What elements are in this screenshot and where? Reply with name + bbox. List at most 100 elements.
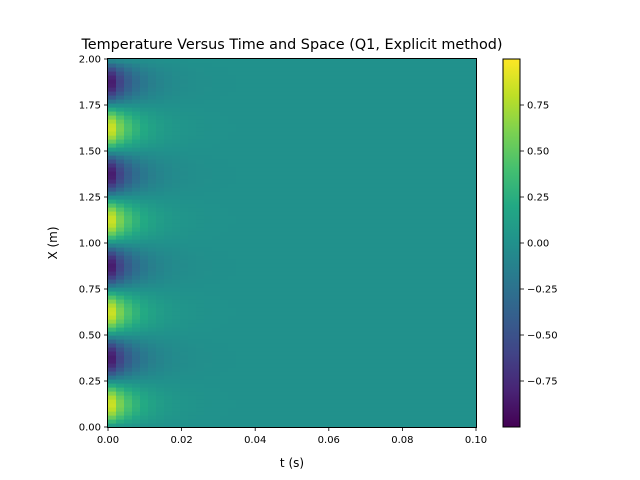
heatmap-cell	[108, 423, 117, 428]
heatmap-cell	[356, 275, 365, 280]
heatmap-cell	[420, 91, 429, 96]
heatmap-cell	[404, 279, 413, 284]
heatmap-cell	[132, 243, 141, 248]
heatmap-cell	[188, 403, 197, 408]
heatmap-cell	[468, 87, 477, 92]
heatmap-cell	[220, 407, 229, 412]
heatmap-cell	[404, 295, 413, 300]
heatmap-cell	[268, 199, 277, 204]
heatmap-cell	[420, 419, 429, 424]
heatmap-cell	[380, 127, 389, 132]
heatmap-cell	[316, 375, 325, 380]
heatmap-cell	[260, 403, 269, 408]
heatmap-cell	[108, 287, 117, 292]
heatmap-cell	[260, 295, 269, 300]
heatmap-cell	[340, 235, 349, 240]
heatmap-cell	[340, 395, 349, 400]
heatmap-cell	[420, 195, 429, 200]
heatmap-cell	[412, 63, 421, 68]
heatmap-cell	[252, 63, 261, 68]
heatmap-cell	[228, 223, 237, 228]
heatmap-cell	[284, 103, 293, 108]
heatmap-cell	[380, 163, 389, 168]
heatmap-cell	[284, 147, 293, 152]
heatmap-cell	[468, 159, 477, 164]
heatmap-cell	[364, 291, 373, 296]
heatmap-cell	[284, 175, 293, 180]
heatmap-cell	[436, 383, 445, 388]
heatmap-cell	[428, 335, 437, 340]
heatmap-cell	[132, 103, 141, 108]
heatmap-cell	[148, 327, 157, 332]
heatmap-cell	[196, 399, 205, 404]
heatmap-cell	[412, 99, 421, 104]
heatmap-cell	[388, 207, 397, 212]
heatmap-cell	[316, 159, 325, 164]
heatmap-cell	[228, 107, 237, 112]
heatmap-cell	[316, 71, 325, 76]
heatmap-cell	[412, 199, 421, 204]
heatmap-cell	[220, 391, 229, 396]
heatmap-cell	[284, 407, 293, 412]
heatmap-cell	[372, 291, 381, 296]
heatmap-cell	[380, 371, 389, 376]
heatmap-cell	[380, 203, 389, 208]
heatmap-cell	[380, 211, 389, 216]
x-tick-label: 0.08	[391, 435, 413, 446]
heatmap-cell	[252, 211, 261, 216]
heatmap-cell	[372, 307, 381, 312]
heatmap-cell	[428, 107, 437, 112]
heatmap-cell	[428, 231, 437, 236]
heatmap-cell	[276, 275, 285, 280]
heatmap-cell	[340, 371, 349, 376]
heatmap-cell	[308, 335, 317, 340]
heatmap-cell	[324, 103, 333, 108]
heatmap-cell	[132, 107, 141, 112]
heatmap-cell	[140, 323, 149, 328]
heatmap-cell	[380, 63, 389, 68]
heatmap-cell	[252, 407, 261, 412]
heatmap-cell	[172, 399, 181, 404]
heatmap-cell	[340, 323, 349, 328]
heatmap-cell	[284, 79, 293, 84]
heatmap-cell	[236, 155, 245, 160]
heatmap-cell	[340, 127, 349, 132]
heatmap-cell	[148, 303, 157, 308]
heatmap-cell	[180, 163, 189, 168]
heatmap-cell	[372, 87, 381, 92]
heatmap-cell	[308, 407, 317, 412]
heatmap-cell	[284, 75, 293, 80]
heatmap-cell	[196, 179, 205, 184]
heatmap-cell	[228, 115, 237, 120]
heatmap-cell	[356, 63, 365, 68]
heatmap-cell	[180, 295, 189, 300]
heatmap-cell	[124, 315, 133, 320]
heatmap-cell	[124, 215, 133, 220]
heatmap-cell	[372, 331, 381, 336]
heatmap-cell	[180, 259, 189, 264]
heatmap-cell	[180, 79, 189, 84]
heatmap-cell	[388, 75, 397, 80]
heatmap-cell	[436, 91, 445, 96]
heatmap-cell	[332, 387, 341, 392]
heatmap-cell	[204, 295, 213, 300]
heatmap-cell	[108, 291, 117, 296]
heatmap-cell	[140, 215, 149, 220]
heatmap-cell	[324, 295, 333, 300]
heatmap-cell	[180, 323, 189, 328]
heatmap-cell	[212, 399, 221, 404]
heatmap-cell	[260, 383, 269, 388]
heatmap-cell	[164, 111, 173, 116]
heatmap-cell	[460, 75, 469, 80]
heatmap-cell	[388, 379, 397, 384]
heatmap-cell	[172, 167, 181, 172]
heatmap-cell	[108, 335, 117, 340]
heatmap-cell	[428, 111, 437, 116]
heatmap-cell	[292, 411, 301, 416]
heatmap-cell	[196, 339, 205, 344]
heatmap-cell	[244, 391, 253, 396]
heatmap-cell	[188, 139, 197, 144]
heatmap-cell	[108, 247, 117, 252]
heatmap-cell	[348, 139, 357, 144]
heatmap-cell	[140, 103, 149, 108]
